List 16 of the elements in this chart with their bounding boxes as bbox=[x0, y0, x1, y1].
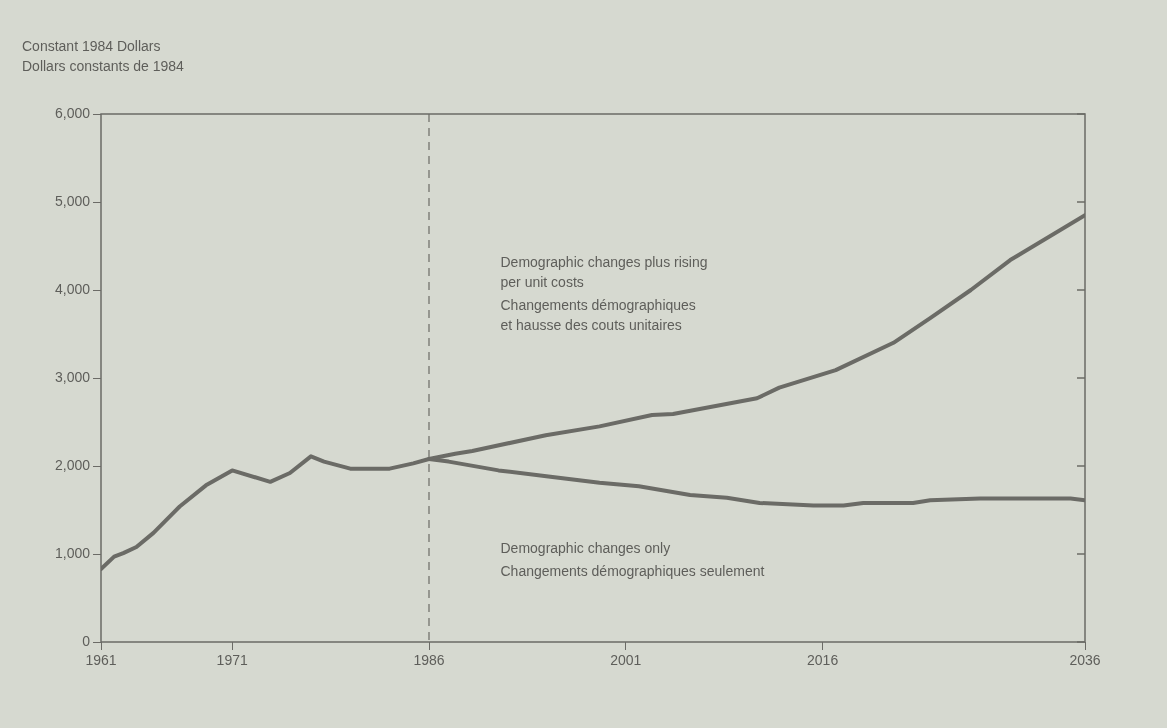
x-tick-label: 2036 bbox=[1069, 652, 1101, 669]
annotation: Demographic changes plus rising per unit costs Changements démographiques et hausse des couts unitaires bbox=[500, 254, 708, 334]
x-tick-label: 1971 bbox=[216, 652, 248, 669]
y-tick-label: 5,000 bbox=[54, 192, 91, 209]
x-tick-label: 2016 bbox=[807, 652, 839, 669]
y-tick-label: 2,000 bbox=[54, 456, 91, 473]
x-tick-label: 1961 bbox=[85, 652, 117, 669]
y-tick-label: 3,000 bbox=[54, 368, 91, 385]
x-tick-label: 2001 bbox=[610, 652, 642, 669]
y-tick-label: 0 bbox=[82, 632, 91, 649]
x-tick-label: 1986 bbox=[413, 652, 445, 669]
y-tick-label: 6,000 bbox=[54, 104, 91, 121]
y-tick-label: 1,000 bbox=[54, 544, 91, 561]
annotation: Demographic changes only Changements démographiques seulement bbox=[500, 539, 765, 579]
y-axis-title: Constant 1984 Dollars Dollars constants de 1984 bbox=[22, 37, 185, 74]
y-tick-label: 4,000 bbox=[54, 280, 91, 297]
